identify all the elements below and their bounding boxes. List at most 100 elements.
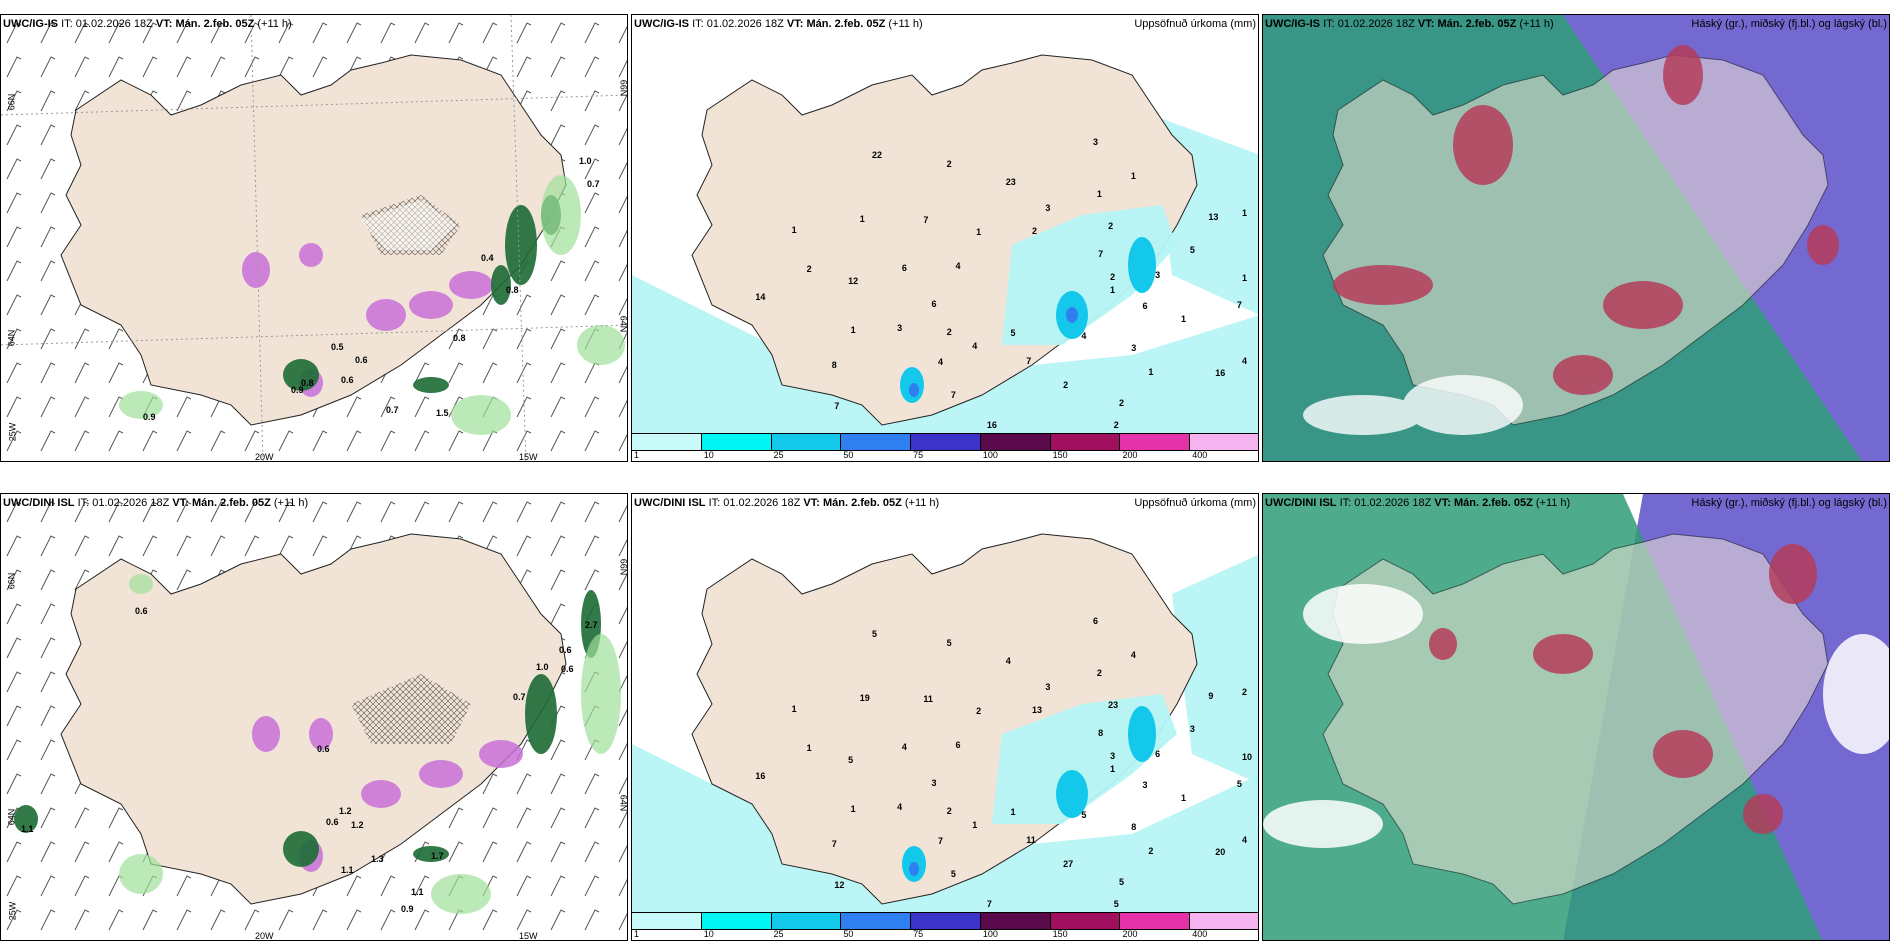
precip-value: 4 — [1242, 356, 1248, 367]
low-cloud — [1429, 544, 1817, 834]
precip-value: 1 — [1242, 207, 1248, 218]
colorbar-tick: 150 — [1052, 450, 1068, 460]
precip-value: 1 — [791, 224, 797, 235]
wind-value: 1.1 — [21, 824, 34, 834]
precip-value: 5 — [946, 637, 952, 648]
wind-panel-ig: UWC/IG-IS IT: 01.02.2026 18Z VT: Mán. 2.… — [0, 14, 628, 462]
precip-value: 2 — [1032, 226, 1038, 237]
precip-value: 6 — [955, 740, 961, 751]
wind-panel-dini: UWC/DINI ISL IT: 01.02.2026 18Z VT: Mán.… — [0, 493, 628, 941]
precip-value: 7 — [986, 899, 992, 909]
lat-label: 64N — [6, 808, 17, 826]
colorbar-tick: 10 — [703, 929, 714, 939]
precip-value: 7 — [1236, 299, 1242, 310]
precip-value: 27 — [1063, 859, 1074, 870]
colorbar-swatch — [701, 433, 772, 451]
colorbar-swatch — [1050, 433, 1121, 451]
colorbar-swatch — [911, 433, 981, 451]
precip-value: 2 — [1119, 398, 1125, 409]
wind-value: 0.9 — [401, 904, 414, 914]
wind-value: 0.4 — [481, 253, 494, 263]
precip-light — [632, 275, 1258, 435]
colorbar-tick: 1 — [634, 450, 640, 460]
colorbar-swatch — [1050, 912, 1121, 930]
precip-value: 20 — [1215, 846, 1226, 857]
precip-value: 1 — [1110, 764, 1116, 774]
colorbar-tick: 75 — [913, 450, 924, 460]
wind-value: 0.8 — [453, 333, 466, 343]
wind-value: 0.6 — [559, 645, 572, 655]
low-cloud — [1333, 45, 1839, 395]
precip-value: 3 — [931, 778, 937, 789]
precip-value: 7 — [831, 839, 837, 850]
precip-value: 2 — [976, 706, 982, 717]
precip-value: 5 — [872, 628, 878, 639]
wind-value: 0.7 — [386, 405, 399, 415]
precip-value: 3 — [1131, 343, 1137, 354]
precip-value: 12 — [848, 276, 859, 287]
cloud-panel-ig: UWC/IG-IS IT: 01.02.2026 18Z VT: Mán. 2.… — [1262, 14, 1890, 462]
colorbar-swatch — [771, 433, 842, 451]
colorbar-tick: 50 — [843, 450, 854, 460]
wind-map-ig — [1, 15, 627, 461]
precip-value: 8 — [831, 360, 837, 371]
colorbar-tick: 100 — [982, 450, 998, 460]
cloud-panel-dini: UWC/DINI ISL IT: 01.02.2026 18Z VT: Mán.… — [1262, 493, 1890, 941]
colorbar-swatch — [632, 433, 702, 451]
precip-value: 1 — [1181, 314, 1187, 325]
precip-value: 3 — [1045, 202, 1051, 213]
wind-value: 0.9 — [291, 385, 304, 395]
precip-value: 1 — [1096, 188, 1102, 199]
light-rain — [119, 574, 621, 914]
precip-value: 13 — [1032, 705, 1043, 716]
precip-value: 23 — [1005, 177, 1016, 188]
precip-value: 8 — [1131, 822, 1137, 833]
colorbar-swatch — [1120, 433, 1191, 451]
panel-title: UWC/DINI ISL IT: 01.02.2026 18Z VT: Mán.… — [634, 497, 940, 509]
precip-value: 1 — [1148, 366, 1154, 377]
precip-value: 2 — [1148, 845, 1154, 856]
precip-value: 5 — [1189, 245, 1195, 256]
wind-value: 1.3 — [371, 854, 384, 864]
colorbar-tick: 200 — [1122, 929, 1138, 939]
precip-value: 1 — [1110, 285, 1116, 295]
precip-value: 1 — [1242, 273, 1248, 284]
precip-value: 1 — [972, 819, 978, 830]
lat-label: 66N — [618, 79, 628, 97]
wind-value: 0.7 — [587, 179, 600, 189]
precip-value: 2 — [806, 263, 812, 274]
wind-value: 0.6 — [135, 606, 148, 616]
panel-title: UWC/IG-IS IT: 01.02.2026 18Z VT: Mán. 2.… — [3, 18, 292, 30]
lon-label: 20W — [255, 452, 274, 462]
precip-value: 3 — [1093, 136, 1099, 147]
colorbar-tick: 1 — [634, 929, 640, 939]
precip-value: 7 — [938, 836, 944, 847]
precip-value: 13 — [1208, 212, 1219, 223]
colorbar-swatch — [1190, 433, 1258, 451]
precip-value: 2 — [1242, 686, 1248, 697]
wind-value: 1.0 — [536, 662, 549, 672]
panel-title: UWC/IG-IS IT: 01.02.2026 18Z VT: Mán. 2.… — [1265, 18, 1554, 30]
lon-label: 25W — [7, 901, 18, 921]
colorbar-swatch — [771, 912, 842, 930]
precip-value: 4 — [938, 357, 944, 368]
precip-value: 5 — [950, 869, 956, 880]
precip-value: 7 — [834, 401, 840, 412]
precip-value: 7 — [923, 215, 929, 226]
iceland-land — [1322, 533, 1829, 905]
wind-value: 0.6 — [317, 744, 330, 754]
wind-value: 0.8 — [301, 378, 314, 388]
lat-label: 66N — [618, 558, 628, 576]
wind-value: 1.1 — [341, 865, 354, 875]
precip-value: 4 — [1005, 656, 1011, 667]
lat-label: 64N — [618, 315, 628, 333]
precip-value: 1 — [1010, 807, 1016, 818]
colorbar-tick: 25 — [773, 450, 784, 460]
precip-value: 2 — [1108, 220, 1114, 231]
precip-title: Uppsöfnuð úrkoma (mm) — [1134, 497, 1256, 509]
colorbar-swatch — [632, 912, 702, 930]
precip-value: 1 — [850, 804, 856, 815]
precip-value: 16 — [1215, 367, 1226, 378]
precip-value: 10 — [1242, 752, 1253, 763]
precip-value: 3 — [1142, 779, 1148, 790]
